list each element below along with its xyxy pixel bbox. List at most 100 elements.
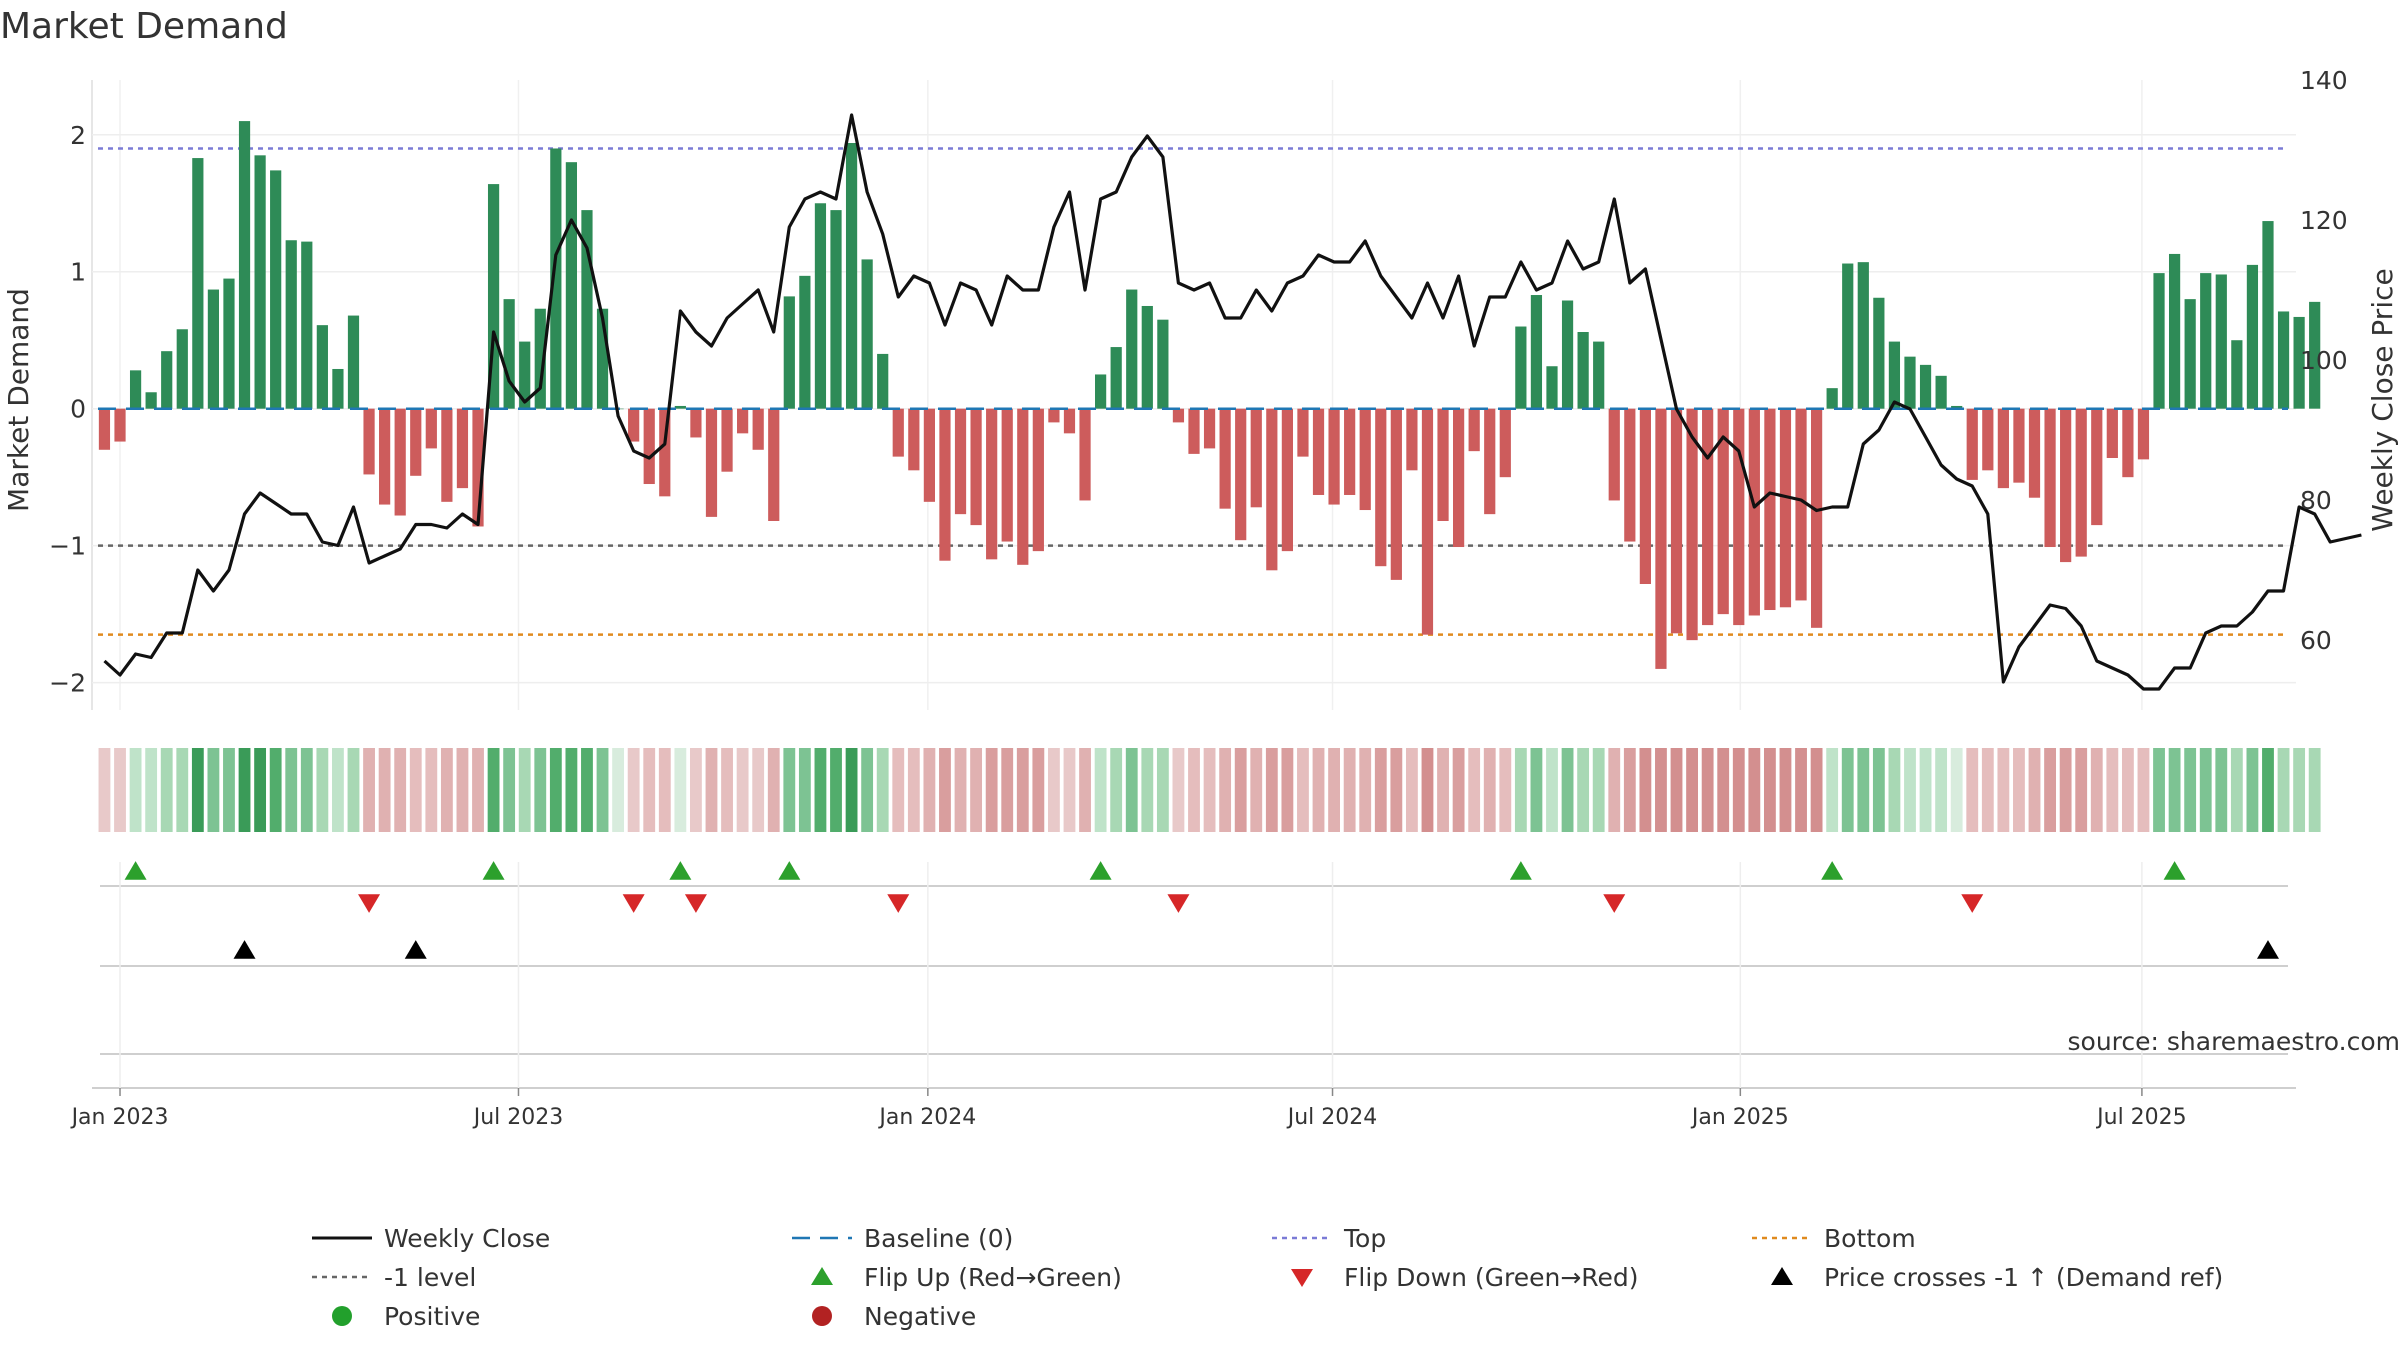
state-cell xyxy=(1110,748,1123,832)
state-cell xyxy=(1281,748,1294,832)
demand-bar-positive xyxy=(145,392,157,409)
state-cell xyxy=(269,748,282,832)
state-cell xyxy=(456,748,469,832)
state-cell xyxy=(2137,748,2150,832)
demand-bar-positive xyxy=(2153,273,2165,409)
state-cell xyxy=(861,748,874,832)
state-cell xyxy=(2215,748,2228,832)
state-cell xyxy=(1592,748,1605,832)
x-tick-label: Jan 2023 xyxy=(70,1105,169,1130)
demand-bar-positive xyxy=(487,184,500,409)
state-cell xyxy=(1639,748,1652,832)
state-cell xyxy=(1172,748,1185,832)
state-cell xyxy=(1841,748,1854,832)
state-cell xyxy=(845,748,858,832)
legend-swatch xyxy=(1291,1269,1313,1287)
state-cell xyxy=(129,748,142,832)
demand-bar-positive xyxy=(207,289,220,409)
state-cell xyxy=(939,748,951,832)
flip-up-marker xyxy=(1821,861,1844,880)
demand-bars xyxy=(98,121,2321,669)
state-cell xyxy=(1888,748,1901,832)
demand-bar-positive xyxy=(861,259,873,409)
flip-down-marker xyxy=(887,894,910,913)
demand-bar-negative xyxy=(705,408,718,517)
demand-bar-positive xyxy=(2231,340,2243,409)
demand-bar-negative xyxy=(1359,408,1371,511)
legend-swatch xyxy=(332,1306,352,1326)
state-cell xyxy=(1950,748,1963,832)
left-tick-label: −2 xyxy=(49,669,86,698)
demand-bar-positive xyxy=(2293,316,2305,409)
state-cell xyxy=(2230,748,2243,832)
state-cell xyxy=(2277,748,2290,832)
state-cell xyxy=(472,748,484,832)
state-cell xyxy=(658,748,671,832)
state-cell xyxy=(1748,748,1761,832)
state-cell xyxy=(238,748,251,832)
demand-bar-positive xyxy=(316,325,328,409)
demand-bar-positive xyxy=(1873,297,1885,409)
demand-bar-negative xyxy=(1063,408,1076,434)
state-cell xyxy=(1452,748,1465,832)
state-cell xyxy=(581,748,593,832)
state-cell xyxy=(1546,748,1558,832)
demand-bar-positive xyxy=(845,143,858,409)
state-cell xyxy=(1577,748,1590,832)
demand-bar-negative xyxy=(1219,408,1231,509)
demand-bar-negative xyxy=(1437,408,1449,521)
demand-bar-positive xyxy=(1530,295,1543,409)
demand-bar-positive xyxy=(1826,388,1838,409)
demand-bar-positive xyxy=(2309,301,2321,409)
main-plot-area: 2 1 0 −1 −2 140 120 100 80 60 xyxy=(49,66,2362,710)
state-cell xyxy=(1717,748,1730,832)
price-cross-marker xyxy=(2256,940,2279,959)
demand-bar-negative xyxy=(1484,408,1496,515)
state-cell xyxy=(1732,748,1745,832)
demand-bar-negative xyxy=(1670,408,1683,634)
demand-bar-negative xyxy=(1499,408,1511,478)
state-cell xyxy=(1701,748,1714,832)
right-tick-label: 60 xyxy=(2300,626,2332,655)
state-cell xyxy=(1779,748,1792,832)
x-tick-label: Jan 2024 xyxy=(877,1105,976,1130)
demand-bar-positive xyxy=(2168,253,2181,409)
state-cell xyxy=(1094,748,1107,832)
demand-bar-positive xyxy=(1577,332,1589,409)
state-cell xyxy=(2168,748,2181,832)
demand-bar-negative xyxy=(1266,408,1278,571)
right-tick-label: 100 xyxy=(2300,346,2348,375)
legend-label: Top xyxy=(1343,1224,1386,1253)
state-cell xyxy=(1670,748,1683,832)
state-cell xyxy=(191,748,204,832)
state-cell xyxy=(1359,748,1372,832)
demand-bar-negative xyxy=(768,408,780,521)
state-cell xyxy=(1265,748,1278,832)
demand-bar-negative xyxy=(1764,408,1776,611)
right-tick-label: 140 xyxy=(2300,66,2348,95)
demand-bar-positive xyxy=(285,240,297,409)
state-cell xyxy=(705,748,718,832)
flip-up-marker xyxy=(2163,861,2186,880)
state-cell xyxy=(160,748,173,832)
state-cell xyxy=(1141,748,1154,832)
left-tick-label: 1 xyxy=(70,258,86,287)
state-cell xyxy=(1016,748,1029,832)
demand-bar-negative xyxy=(908,408,920,471)
state-cell xyxy=(1810,748,1823,832)
state-cell xyxy=(783,748,796,832)
demand-bar-negative xyxy=(379,408,391,505)
demand-bar-positive xyxy=(1515,326,1527,409)
state-cell xyxy=(1623,748,1636,832)
demand-bar-negative xyxy=(1281,408,1293,552)
demand-bar-negative xyxy=(1188,408,1200,454)
state-cell xyxy=(923,748,936,832)
flip-down-marker xyxy=(1603,894,1626,913)
left-tick-label: −1 xyxy=(49,532,86,561)
legend-item-top: Top xyxy=(1272,1224,1386,1253)
state-cell xyxy=(612,748,625,832)
legend-label: Flip Down (Green→Red) xyxy=(1344,1263,1639,1292)
state-cell xyxy=(1857,748,1870,832)
demand-bar-negative xyxy=(628,408,640,442)
state-cell xyxy=(223,748,235,832)
